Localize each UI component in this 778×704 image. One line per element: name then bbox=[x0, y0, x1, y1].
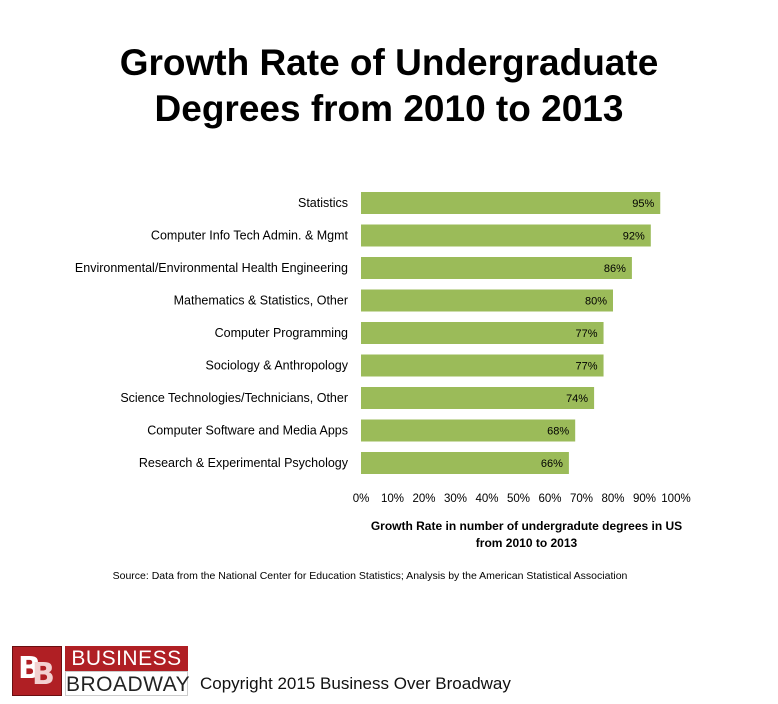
chart-title-line-1: Growth Rate of Undergraduate bbox=[119, 42, 659, 83]
bars-group bbox=[361, 192, 661, 474]
x-tick-0: 0% bbox=[353, 493, 370, 505]
data-label-1: 95% bbox=[632, 198, 654, 210]
category-label-1: Statistics bbox=[298, 196, 348, 210]
category-label-7: Science Technologies/Technicians, Other bbox=[120, 391, 348, 405]
logo-mark: B B bbox=[12, 646, 62, 696]
x-axis-ticks: 0% 10% 20% 30% 40% 50% 60% 70% 80% 90% 100% bbox=[353, 493, 691, 505]
logo-mark-b1: B bbox=[18, 651, 41, 686]
category-label-9: Research & Experimental Psychology bbox=[139, 456, 349, 470]
logo-text-broadway: BROADWAY bbox=[65, 671, 191, 696]
category-label-5: Computer Programming bbox=[215, 326, 348, 340]
bar-7 bbox=[361, 387, 595, 409]
x-axis-label-line-2: from 2010 to 2013 bbox=[476, 536, 578, 550]
bar-9 bbox=[361, 452, 569, 474]
bar-2 bbox=[361, 224, 651, 247]
x-tick-4: 40% bbox=[475, 493, 498, 505]
bar-chart: Statistics Computer Info Tech Admin. & Mg… bbox=[75, 192, 691, 550]
logo-mark-b2: B bbox=[32, 657, 55, 692]
source-note: Source: Data from the National Center fo… bbox=[112, 570, 628, 582]
bar-1 bbox=[361, 192, 661, 214]
bar-5 bbox=[361, 322, 604, 344]
business-broadway-logo: B B BUSINESS BROADWAY bbox=[12, 646, 191, 696]
category-label-4: Mathematics & Statistics, Other bbox=[174, 294, 348, 308]
x-tick-5: 50% bbox=[507, 493, 530, 505]
bar-8 bbox=[361, 419, 576, 442]
x-tick-7: 70% bbox=[570, 493, 593, 505]
x-tick-9: 90% bbox=[633, 493, 656, 505]
x-tick-1: 10% bbox=[381, 493, 404, 505]
category-label-3: Environmental/Environmental Health Engin… bbox=[75, 261, 348, 275]
copyright-notice: Copyright 2015 Business Over Broadway bbox=[200, 674, 511, 693]
data-label-8: 68% bbox=[547, 426, 569, 438]
data-label-2: 92% bbox=[623, 231, 645, 243]
x-axis-label-line-1: Growth Rate in number of undergradute de… bbox=[371, 519, 682, 533]
x-tick-2: 20% bbox=[412, 493, 435, 505]
data-label-7: 74% bbox=[566, 393, 588, 405]
x-tick-3: 30% bbox=[444, 493, 467, 505]
data-label-9: 66% bbox=[541, 458, 563, 470]
x-tick-10: 100% bbox=[661, 493, 690, 505]
data-label-4: 80% bbox=[585, 296, 607, 308]
category-label-8: Computer Software and Media Apps bbox=[147, 424, 348, 438]
x-tick-6: 60% bbox=[538, 493, 561, 505]
bar-3 bbox=[361, 257, 632, 279]
chart-title: Growth Rate of Undergraduate Degrees fro… bbox=[0, 40, 778, 132]
logo-text-business: BUSINESS bbox=[65, 646, 188, 671]
data-label-6: 77% bbox=[576, 361, 598, 373]
bar-6 bbox=[361, 354, 604, 377]
chart-title-line-2: Degrees from 2010 to 2013 bbox=[154, 88, 624, 129]
bar-4 bbox=[361, 289, 613, 312]
data-label-3: 86% bbox=[604, 263, 626, 275]
x-tick-8: 80% bbox=[601, 493, 624, 505]
category-label-2: Computer Info Tech Admin. & Mgmt bbox=[151, 229, 349, 243]
category-label-6: Sociology & Anthropology bbox=[206, 359, 349, 373]
data-labels: 95% 92% 86% 80% 77% 77% 74% 68% 66% bbox=[541, 198, 655, 470]
data-label-5: 77% bbox=[576, 328, 598, 340]
category-labels: Statistics Computer Info Tech Admin. & Mg… bbox=[75, 196, 349, 470]
